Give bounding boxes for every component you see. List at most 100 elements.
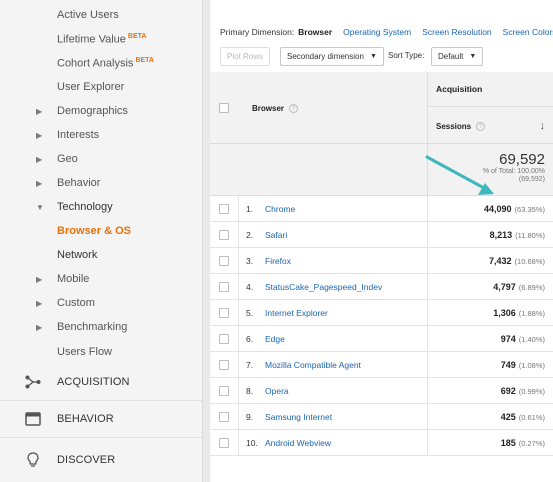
dimension-link-operating-system[interactable]: Operating System xyxy=(343,27,412,37)
browser-link[interactable]: Mozilla Compatible Agent xyxy=(265,360,361,370)
sidebar-item-geo[interactable]: ▶ Geo xyxy=(0,147,202,171)
row-number: 10. xyxy=(246,438,258,448)
total-sessions-value: 69,592 xyxy=(499,151,545,168)
browser-link[interactable]: StatusCake_Pagespeed_Indev xyxy=(265,282,383,292)
browser-link[interactable]: Firefox xyxy=(265,256,291,266)
dimension-link-screen-resolution[interactable]: Screen Resolution xyxy=(422,27,492,37)
behavior-icon xyxy=(24,410,42,428)
row-checkbox[interactable] xyxy=(219,386,229,396)
totals-row-label-cell xyxy=(210,144,427,196)
row-checkbox[interactable] xyxy=(219,282,229,292)
browser-link[interactable]: Chrome xyxy=(265,204,296,214)
row-checkbox[interactable] xyxy=(219,438,229,448)
browser-header-label: Browser xyxy=(252,104,285,113)
lightbulb-icon xyxy=(24,451,42,469)
sidebar-item-network[interactable]: Network xyxy=(0,243,202,267)
sidebar-item-benchmarking[interactable]: ▶ Benchmarking xyxy=(0,315,202,339)
dimension-link-screen-colors[interactable]: Screen Colors xyxy=(502,27,553,37)
table-row: 3. Firefox 7,432 (10.68%) xyxy=(210,248,553,274)
sort-descending-icon[interactable]: ↓ xyxy=(539,120,546,132)
sessions-percent: (1.40%) xyxy=(518,335,545,344)
browser-link[interactable]: Safari xyxy=(265,230,288,240)
row-checkbox[interactable] xyxy=(219,412,229,422)
table-row: 5. Internet Explorer 1,306 (1.88%) xyxy=(210,300,553,326)
row-checkbox[interactable] xyxy=(219,256,229,266)
sessions-cell: 1,306 (1.88%) xyxy=(427,300,553,326)
select-all-checkbox[interactable] xyxy=(219,103,229,113)
expand-arrow-icon: ▶ xyxy=(36,274,43,284)
sidebar-item-browser-os[interactable]: Browser & OS xyxy=(0,219,202,243)
expand-arrow-icon: ▶ xyxy=(36,130,43,140)
secondary-dimension-dropdown[interactable]: Secondary dimension ▼ xyxy=(280,47,384,66)
sort-type-value: Default xyxy=(438,52,464,61)
row-checkbox[interactable] xyxy=(219,204,229,214)
sessions-cell: 8,213 (11.80%) xyxy=(427,222,553,248)
expand-arrow-icon: ▶ xyxy=(36,106,43,116)
sidebar-item-behavior[interactable]: ▶ Behavior xyxy=(0,171,202,195)
sidebar-item-cohort-analysis[interactable]: Cohort Analysis BETA xyxy=(0,51,202,75)
sort-type-dropdown[interactable]: Default ▼ xyxy=(431,47,484,66)
sidebar-section-behavior[interactable]: BEHAVIOR xyxy=(0,401,202,437)
sidebar-item-label: Technology xyxy=(57,201,113,213)
primary-dimension-label: Primary Dimension: xyxy=(220,27,295,37)
sidebar-item-label: Cohort Analysis BETA xyxy=(57,56,154,70)
sidebar-item-interests[interactable]: ▶ Interests xyxy=(0,123,202,147)
sidebar-item-label: Lifetime Value BETA xyxy=(57,32,147,46)
sidebar-section-acquisition[interactable]: ACQUISITION xyxy=(0,364,202,400)
sessions-value: 185 xyxy=(500,438,516,448)
sessions-cell: 974 (1.40%) xyxy=(427,326,553,352)
help-icon[interactable]: ? xyxy=(289,104,299,113)
browser-link[interactable]: Internet Explorer xyxy=(265,308,328,318)
sidebar-item-demographics[interactable]: ▶ Demographics xyxy=(0,99,202,123)
browser-link[interactable]: Samsung Internet xyxy=(265,412,333,422)
table-row: 8. Opera 692 (0.99%) xyxy=(210,378,553,404)
sidebar-splitter xyxy=(202,0,210,482)
beta-badge: BETA xyxy=(127,32,147,40)
sidebar-item-label: Geo xyxy=(57,153,78,165)
sidebar-item-active-users[interactable]: Active Users xyxy=(0,3,202,27)
sidebar-item-label: Browser & OS xyxy=(57,225,131,237)
sidebar-section-discover[interactable]: DISCOVER xyxy=(0,442,202,478)
plot-rows-button[interactable]: Plot Rows xyxy=(220,47,271,66)
report-panel: Primary Dimension: Browser Operating Sys… xyxy=(210,0,553,482)
table-row: 9. Samsung Internet 425 (0.61%) xyxy=(210,404,553,430)
plot-rows-label: Plot Rows xyxy=(227,52,264,61)
sidebar-item-user-explorer[interactable]: User Explorer xyxy=(0,75,202,99)
sidebar-item-label: User Explorer xyxy=(57,81,125,93)
primary-dimension-selected: Browser xyxy=(298,27,333,37)
table-row: 10. Android Webview 185 (0.27%) xyxy=(210,430,553,456)
sessions-percent: (1.88%) xyxy=(518,309,545,318)
sessions-value: 749 xyxy=(500,360,516,370)
sessions-value: 4,797 xyxy=(493,282,516,292)
row-number: 2. xyxy=(246,230,254,240)
sidebar-item-technology[interactable]: ▼ Technology xyxy=(0,195,202,219)
browser-link[interactable]: Android Webview xyxy=(265,438,331,448)
sidebar-item-mobile[interactable]: ▶ Mobile xyxy=(0,267,202,291)
table-toolbar: Plot Rows Secondary dimension ▼ Sort Typ… xyxy=(210,46,553,68)
sessions-value: 692 xyxy=(500,386,516,396)
sessions-value: 7,432 xyxy=(489,256,512,266)
sessions-cell: 4,797 (6.89%) xyxy=(427,274,553,300)
sidebar-item-users-flow[interactable]: Users Flow xyxy=(0,340,202,364)
row-number: 7. xyxy=(246,360,254,370)
acquisition-group-header: Acquisition xyxy=(436,84,483,94)
browser-link[interactable]: Opera xyxy=(265,386,289,396)
browser-link[interactable]: Edge xyxy=(265,334,285,344)
sessions-column-header[interactable]: Sessions ? xyxy=(436,122,486,131)
primary-dimension-bar: Primary Dimension: Browser Operating Sys… xyxy=(210,22,553,42)
sessions-cell: 185 (0.27%) xyxy=(427,430,553,456)
row-checkbox[interactable] xyxy=(219,360,229,370)
total-absolute-line: (69,592) xyxy=(518,176,545,183)
browser-column-header[interactable]: Browser ? xyxy=(252,104,299,113)
sidebar-item-custom[interactable]: ▶ Custom xyxy=(0,291,202,315)
table-row: 2. Safari 8,213 (11.80%) xyxy=(210,222,553,248)
row-checkbox[interactable] xyxy=(219,308,229,318)
collapse-arrow-icon: ▼ xyxy=(36,202,44,212)
sidebar-item-lifetime-value[interactable]: Lifetime Value BETA xyxy=(0,27,202,51)
acquisition-icon xyxy=(24,373,42,391)
row-checkbox[interactable] xyxy=(219,334,229,344)
sessions-value: 974 xyxy=(500,334,516,344)
row-checkbox[interactable] xyxy=(219,230,229,240)
expand-arrow-icon: ▶ xyxy=(36,322,43,332)
help-icon[interactable]: ? xyxy=(476,122,486,131)
